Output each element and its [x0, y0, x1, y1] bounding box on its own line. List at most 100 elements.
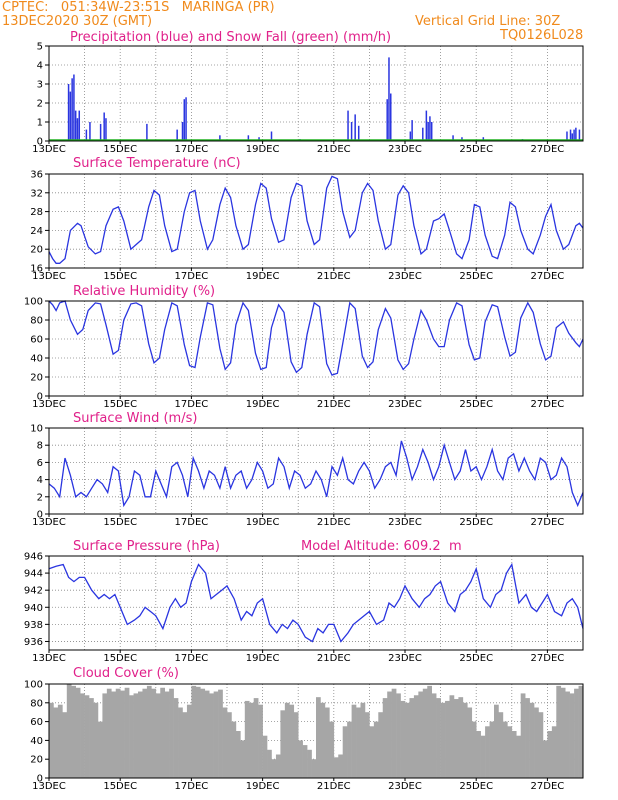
cloud-bar	[413, 695, 419, 778]
cloud-bar	[120, 690, 125, 778]
x-tick-label: 15DEC	[103, 781, 137, 792]
y-tick-label: 938	[24, 620, 43, 631]
cloud-bar	[209, 693, 214, 778]
y-tick-label: 4	[37, 61, 43, 72]
cloud-bar	[387, 691, 392, 778]
cloud-bar	[191, 685, 197, 778]
cloud-bar	[146, 685, 152, 778]
x-tick-label: 13DEC	[32, 781, 66, 792]
x-tick-label: 25DEC	[459, 399, 493, 410]
precip-bar	[183, 99, 186, 141]
cloud-bar	[222, 707, 228, 778]
y-tick-label: 36	[30, 170, 43, 181]
cloud-bar	[498, 712, 504, 778]
y-tick-label: 4	[37, 475, 43, 486]
precip-bar	[350, 122, 353, 141]
cloud-bar	[169, 688, 174, 778]
x-tick-label: 25DEC	[459, 653, 493, 664]
cloud-bar	[529, 702, 535, 778]
y-tick-label: 60	[30, 717, 43, 728]
station-info: CPTEC: 051:34W-23:51S MARINGA (PR)	[2, 0, 275, 15]
precip-bar	[461, 137, 463, 141]
series-line	[48, 440, 584, 508]
x-tick-label: 17DEC	[175, 399, 209, 410]
cloud-bar	[338, 754, 343, 778]
precip-bar	[569, 129, 572, 141]
panel-1: 16 20 24 28 32 36 13DEC 15DEC 17DEC 19DEC 21DEC 23D…	[30, 170, 584, 282]
cloud-bar	[258, 704, 263, 778]
plot-frame	[48, 427, 584, 515]
cloud-bar	[556, 685, 562, 778]
cloud-bar	[324, 707, 330, 778]
cloud-bar	[333, 757, 339, 778]
panel-2: 0 20 40 60 80 100 13DEC 15DEC 17DEC 19DEC 21DEC 23D…	[24, 297, 584, 410]
precip-bar	[85, 129, 88, 141]
precip-bar	[566, 131, 568, 141]
y-tick-label: 28	[30, 207, 43, 218]
y-tick-label: 10	[30, 424, 43, 435]
cloud-bar	[129, 695, 134, 778]
y-tick-label: 944	[24, 569, 43, 580]
precip-bar	[386, 99, 388, 141]
cloud-bar	[275, 754, 281, 778]
precip-bar	[78, 110, 81, 141]
cloud-title: Cloud Cover (%)	[73, 666, 179, 681]
cloud-bar	[227, 712, 232, 778]
plot-frame	[48, 683, 584, 779]
series-line	[48, 300, 584, 376]
cloud-bar	[569, 693, 575, 778]
cloud-bar	[102, 693, 108, 778]
precip-bar	[354, 114, 356, 141]
precip-bar	[99, 123, 102, 141]
cloud-bar	[62, 712, 68, 778]
precip-bar	[357, 125, 360, 141]
y-tick-label: 3	[37, 80, 43, 91]
x-tick-label: 27DEC	[531, 144, 565, 155]
cloud-bar	[80, 693, 85, 778]
x-tick-label: 19DEC	[246, 399, 280, 410]
x-tick-label: 13DEC	[32, 271, 66, 282]
temp-title: Surface Temperature (nC)	[73, 156, 241, 171]
x-tick-label: 19DEC	[246, 653, 280, 664]
precip-bar	[429, 116, 431, 141]
plot-frame	[48, 555, 584, 651]
y-tick-label: 40	[30, 736, 43, 747]
precip-bar	[73, 74, 75, 141]
y-tick-label: 40	[30, 354, 43, 365]
y-tick-label: 24	[30, 226, 43, 237]
cloud-bar	[480, 735, 486, 778]
precip-bar	[390, 93, 392, 141]
cloud-bar	[93, 702, 99, 778]
plot-frame	[48, 173, 584, 269]
cloud-bar	[49, 702, 54, 778]
cloud-bar	[449, 695, 455, 778]
cloud-bar	[351, 704, 357, 778]
y-tick-label: 6	[37, 458, 43, 469]
cloud-bar	[547, 731, 553, 778]
x-tick-label: 19DEC	[246, 271, 280, 282]
cloud-bar	[382, 698, 388, 778]
x-tick-label: 21DEC	[317, 517, 351, 528]
x-tick-label: 27DEC	[531, 399, 565, 410]
cloud-bar	[342, 726, 348, 778]
x-tick-label: 27DEC	[531, 517, 565, 528]
cloud-bar	[271, 759, 277, 778]
precip-bar	[105, 118, 107, 141]
x-tick-label: 15DEC	[103, 144, 137, 155]
cloud-bar	[520, 693, 526, 778]
cloud-bar	[186, 704, 192, 778]
cloud-bar	[391, 688, 397, 778]
precip-bar	[425, 110, 428, 141]
x-tick-label: 27DEC	[531, 653, 565, 664]
cloud-bar	[458, 697, 464, 778]
cloud-bar	[293, 712, 299, 778]
cloud-bar	[356, 707, 361, 778]
panel-0: 0 1 2 3 4 5 13DEC 15DEC 17DEC 19DEC 21DEC 23DEC 25DE…	[32, 42, 584, 155]
precip-bar	[427, 122, 429, 141]
cloud-bar	[489, 721, 495, 778]
x-tick-label: 13DEC	[32, 144, 66, 155]
cloud-bar	[436, 698, 441, 778]
x-tick-label: 15DEC	[103, 517, 137, 528]
precip-bar	[430, 122, 433, 141]
x-tick-label: 17DEC	[175, 271, 209, 282]
